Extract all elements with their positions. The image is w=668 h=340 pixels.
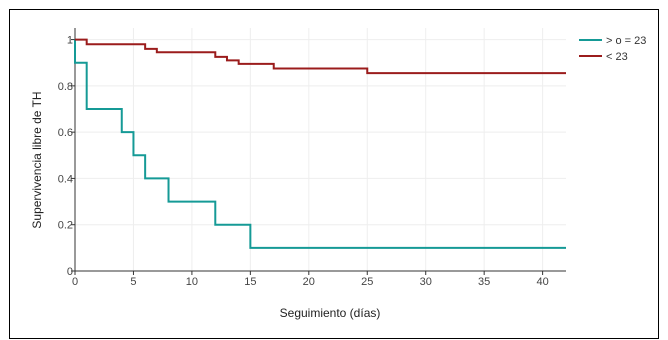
series-line-2: [75, 38, 566, 75]
y-tick-label: 1: [67, 35, 73, 47]
series-line-1: [74, 39, 566, 249]
y-tick-label: 0.2: [58, 220, 73, 232]
x-tick-label: 5: [130, 276, 136, 288]
x-tick-label: 10: [186, 276, 198, 288]
axes: [71, 28, 566, 275]
x-tick-label: 40: [536, 276, 548, 288]
x-tick-label: 35: [478, 276, 490, 288]
legend-label-2: < 23: [606, 51, 628, 63]
x-tick-labels: 0 5 10 15 20 25 30 35 40: [72, 276, 549, 288]
y-tick-label: 0.4: [58, 173, 73, 185]
y-tick-labels: 0 0.2 0.4 0.6 0.8 1: [58, 35, 73, 278]
y-tick-label: 0.6: [58, 127, 73, 139]
chart-frame: 0 5 10 15 20 25 30 35 40 0 0.2 0.4 0.6 0.8 1 Seguimie…: [9, 9, 659, 339]
y-tick-label: 0: [67, 266, 73, 278]
x-tick-label: 25: [361, 276, 373, 288]
series-lines: [74, 38, 566, 249]
x-axis-title: Seguimiento (días): [280, 306, 381, 320]
x-tick-label: 0: [72, 276, 78, 288]
survival-chart: 0 5 10 15 20 25 30 35 40 0 0.2 0.4 0.6 0.8 1 Seguimie…: [30, 28, 646, 320]
grid: [74, 28, 566, 272]
x-tick-label: 15: [244, 276, 256, 288]
x-tick-label: 30: [420, 276, 432, 288]
legend: > o = 23 < 23: [579, 35, 646, 63]
legend-label-1: > o = 23: [606, 35, 646, 47]
y-axis-title: Supervivencia libre de TH: [30, 91, 44, 228]
y-tick-label: 0.8: [58, 81, 73, 93]
x-tick-label: 20: [303, 276, 315, 288]
